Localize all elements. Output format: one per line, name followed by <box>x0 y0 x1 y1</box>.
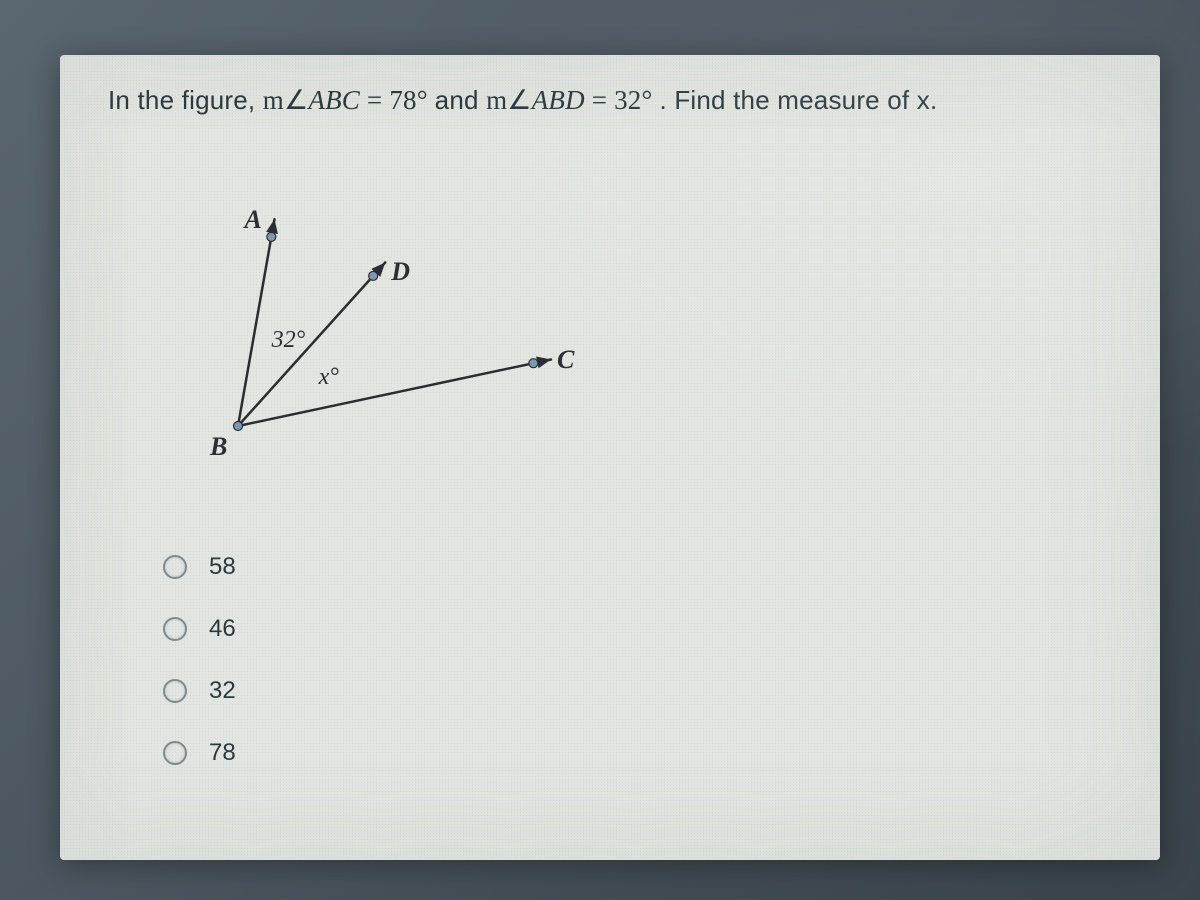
q-suffix: . Find the measure of x. <box>659 85 937 115</box>
q-prefix: In the figure, <box>108 85 263 115</box>
option-1[interactable]: 46 <box>163 598 1112 660</box>
question-text: In the figure, m∠ABC = 78° and m∠ABD = 3… <box>108 85 1112 116</box>
q-expr1: m∠ABC = 78° <box>263 85 435 115</box>
point-label-c: C <box>557 345 574 375</box>
radio-icon[interactable] <box>163 741 187 765</box>
point-label-a: A <box>244 205 261 235</box>
answer-options: 58 46 32 78 <box>163 536 1112 784</box>
angle-diagram: A D C B 32° x° <box>178 176 598 476</box>
angle-label-dbc: x° <box>319 364 339 391</box>
point-label-d: D <box>391 257 410 287</box>
question-card: In the figure, m∠ABC = 78° and m∠ABD = 3… <box>60 55 1160 860</box>
point-label-b: B <box>210 432 227 462</box>
radio-icon[interactable] <box>163 679 187 703</box>
radio-icon[interactable] <box>163 555 187 579</box>
option-2[interactable]: 32 <box>163 660 1112 722</box>
option-label: 46 <box>209 615 236 643</box>
q-expr2: m∠ABD = 32° <box>486 85 659 115</box>
q-mid: and <box>435 85 486 115</box>
option-label: 78 <box>209 739 236 767</box>
option-0[interactable]: 58 <box>163 536 1112 598</box>
option-label: 58 <box>209 553 236 581</box>
radio-icon[interactable] <box>163 617 187 641</box>
option-3[interactable]: 78 <box>163 722 1112 784</box>
angle-label-abd: 32° <box>272 327 306 354</box>
diagram-svg <box>178 176 598 476</box>
option-label: 32 <box>209 677 236 705</box>
